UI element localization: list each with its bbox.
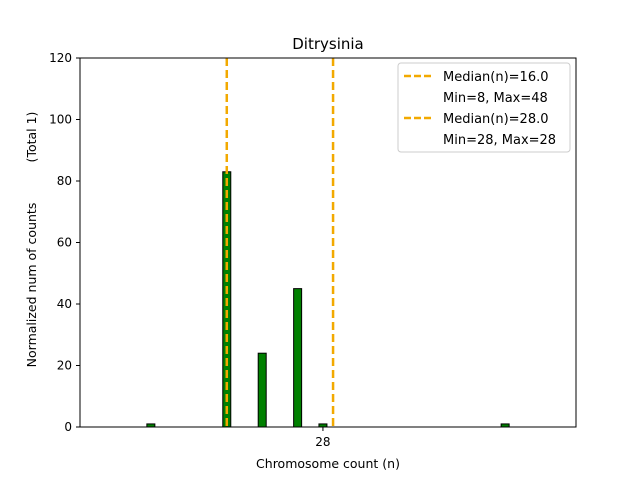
histogram-bar	[293, 288, 303, 428]
y-tick-label: 40	[57, 297, 72, 311]
legend-entry-label: Median(n)=16.0	[443, 70, 549, 85]
y-tick-label: 100	[49, 113, 72, 127]
legend-entry-range: Min=8, Max=48	[443, 91, 548, 106]
chart-title: Ditrysinia	[292, 35, 364, 53]
y-tick-label: 0	[64, 420, 72, 434]
legend-entry-label: Median(n)=28.0	[443, 112, 549, 127]
histogram-bar	[257, 352, 267, 428]
y-axis-total-note: (Total 1)	[24, 112, 39, 163]
legend-entry-range: Min=28, Max=28	[443, 133, 556, 148]
median-lines-layer	[225, 58, 335, 427]
x-tick-label: 28	[315, 435, 330, 449]
legend: Median(n)=16.0 Min=8, Max=48 Median(n)=2…	[397, 62, 571, 153]
x-axis-label: Chromosome count (n)	[256, 456, 400, 471]
y-tick-label: 60	[57, 236, 72, 250]
y-tick-label: 80	[57, 174, 72, 188]
x-axis-ticks: 28	[315, 427, 331, 449]
bars-layer	[146, 171, 510, 428]
y-axis-ticks: 0 20 40 60 80 100 120	[49, 51, 80, 434]
y-axis-label: Normalized num of counts	[24, 203, 39, 368]
legend-box	[397, 62, 571, 153]
y-tick-label: 120	[49, 51, 72, 65]
y-tick-label: 20	[57, 359, 72, 373]
